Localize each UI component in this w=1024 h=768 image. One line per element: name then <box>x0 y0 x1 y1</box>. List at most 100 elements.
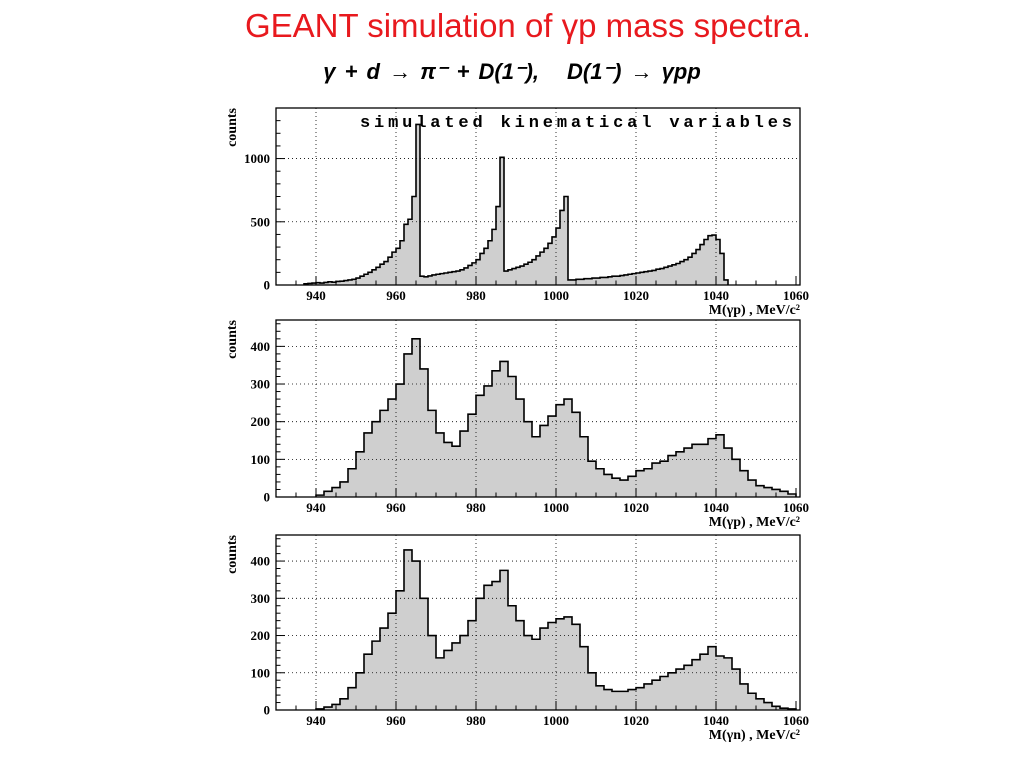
histogram-bin <box>484 248 489 285</box>
histogram-bin <box>756 485 765 497</box>
y-tick-label: 400 <box>251 339 271 354</box>
histogram-bin <box>700 444 709 497</box>
histogram-bin <box>532 259 537 285</box>
histogram-bin <box>704 239 709 285</box>
histogram-bin <box>456 271 461 285</box>
plot-frame <box>275 319 801 498</box>
histogram-bin <box>612 276 617 285</box>
y-tick-label: 500 <box>251 214 271 229</box>
histogram-bin <box>396 590 405 710</box>
histogram-bin <box>556 618 565 710</box>
histogram-bin <box>424 276 429 285</box>
histogram-bin <box>492 581 501 710</box>
x-tick-label: 960 <box>386 288 406 303</box>
histogram-bin <box>444 442 453 497</box>
histogram-bin <box>660 461 669 497</box>
histogram-bin <box>556 228 561 285</box>
histogram-bin <box>724 448 733 497</box>
x-axis-label: M(γp) , MeV/c² <box>709 303 800 318</box>
histogram-bin <box>468 265 473 285</box>
histogram-bin <box>316 495 325 497</box>
histogram-bin <box>404 353 413 497</box>
histogram-bin <box>580 436 589 497</box>
histogram-bin <box>700 244 705 285</box>
histogram-bin <box>528 262 533 285</box>
histogram-bin <box>412 338 421 497</box>
histogram-bin <box>572 279 577 285</box>
histogram-bin <box>576 279 581 285</box>
histogram-bin <box>356 278 361 285</box>
histogram-bin <box>636 687 645 710</box>
histogram-bin <box>724 657 733 710</box>
histogram-bin <box>452 642 461 710</box>
histogram-bin <box>380 628 389 710</box>
histogram-bin <box>620 275 625 285</box>
histogram-bin <box>676 263 681 285</box>
histogram-bin <box>328 281 333 285</box>
histogram-bin <box>408 219 413 285</box>
histogram-bin <box>756 698 765 710</box>
x-tick-label: 1060 <box>783 713 809 728</box>
y-tick-label: 300 <box>251 591 271 606</box>
histogram-bin <box>596 468 605 497</box>
histogram-bin <box>340 481 349 497</box>
histogram-bin <box>336 281 341 285</box>
histogram-bin <box>356 451 365 497</box>
histogram-bin <box>480 253 485 285</box>
histogram-bin <box>568 279 573 285</box>
histogram-bin <box>320 283 325 285</box>
reaction-formula: γ + d → π⁻ + D(1⁻), D(1⁻) → γpp <box>0 58 1024 86</box>
histogram-bin <box>372 269 377 285</box>
histogram-bin <box>628 689 637 710</box>
x-tick-label: 1040 <box>703 713 729 728</box>
histogram-bin <box>364 432 373 497</box>
histogram-bin <box>508 376 517 497</box>
histogram-bin <box>532 639 541 710</box>
histogram-bin <box>524 264 529 285</box>
histogram-bin <box>564 399 573 497</box>
histogram-bin <box>396 384 405 497</box>
histogram-bins <box>316 549 797 710</box>
histogram-bin <box>540 252 545 285</box>
histogram-bins <box>316 338 797 497</box>
histogram-bin <box>452 271 457 285</box>
histogram-bin <box>572 412 581 497</box>
histogram-panel-2: 940 960 980 1000 1020 1040 1060 0 100 200 300 400 M(… <box>225 319 809 530</box>
y-tick-label: 0 <box>264 278 271 293</box>
histogram-bin <box>636 272 641 285</box>
histogram-bin <box>364 274 369 285</box>
histogram-bin <box>444 650 453 710</box>
histogram-bin <box>676 669 685 710</box>
histogram-bin <box>600 277 605 285</box>
y-tick-label: 300 <box>251 377 271 392</box>
histogram-bin <box>632 273 637 285</box>
histogram-bin <box>416 124 421 285</box>
histogram-bin <box>404 224 409 285</box>
histogram-bin <box>596 278 601 285</box>
x-tick-label: 960 <box>386 713 406 728</box>
histogram-bin <box>412 196 417 285</box>
histogram-bin <box>476 395 485 497</box>
histogram-bin <box>748 693 757 710</box>
histogram-bin <box>388 257 393 285</box>
histogram-bin <box>696 249 701 285</box>
histogram-bin <box>652 680 661 710</box>
histogram-bin <box>764 487 773 497</box>
histogram-bin <box>660 268 665 285</box>
histogram-bin <box>392 252 397 285</box>
histogram-bin <box>452 446 461 497</box>
histogram-panel-1: 940 960 980 1000 1020 1040 1060 0 500 1000 M(γp) ,… <box>225 107 809 318</box>
histogram-bin <box>668 266 673 285</box>
y-tick-label: 400 <box>251 554 271 569</box>
histogram-bin <box>548 622 557 710</box>
histogram-outline <box>303 123 729 285</box>
histogram-bin <box>484 585 493 710</box>
histogram-bin <box>692 659 701 710</box>
histogram-bin <box>544 248 549 285</box>
histogram-bin <box>364 654 373 710</box>
histogram-bin <box>344 280 349 285</box>
y-axis-label: counts <box>225 107 240 146</box>
histogram-bin <box>548 243 553 285</box>
histogram-bin <box>376 267 381 285</box>
histogram-bin <box>628 476 637 497</box>
